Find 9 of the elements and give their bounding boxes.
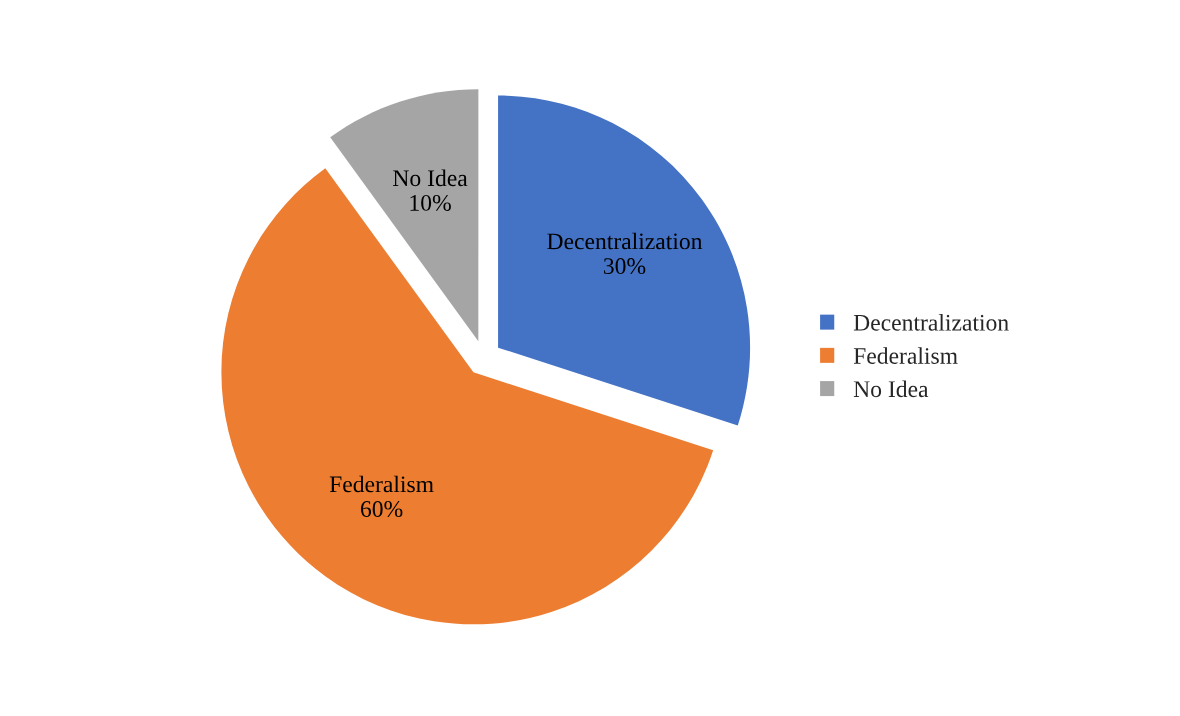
legend-label: Federalism [853, 347, 958, 364]
data-label: 60% [360, 501, 403, 518]
legend-label: No Idea [853, 380, 929, 398]
legend-label: Decentralization [853, 314, 1009, 331]
slice-label: No Idea [393, 169, 468, 187]
slice-label: Decentralization [547, 232, 703, 250]
data-label: 10% [410, 194, 451, 211]
data-label: 30% [603, 258, 646, 275]
slice-label: Federalism [329, 475, 434, 493]
